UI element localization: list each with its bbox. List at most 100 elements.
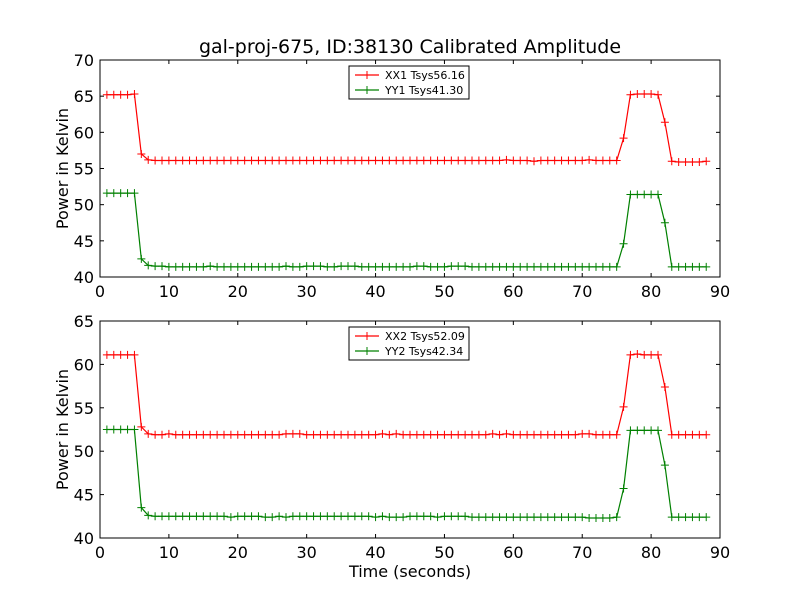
data-point-marker: [357, 512, 366, 521]
data-point-marker: [171, 156, 180, 165]
data-point-marker: [330, 156, 339, 165]
data-point-marker: [302, 512, 311, 521]
data-point-marker: [288, 512, 297, 521]
data-point-marker: [536, 513, 545, 522]
data-point-marker: [502, 262, 511, 271]
data-point-marker: [406, 156, 414, 165]
data-point-marker: [419, 512, 428, 521]
data-point-marker: [536, 156, 545, 165]
data-point-marker: [688, 262, 697, 271]
data-point-marker: [233, 262, 242, 271]
data-point-marker: [592, 156, 600, 165]
data-point-marker: [282, 262, 290, 271]
data-point-marker: [468, 513, 476, 522]
x-tick-label: 20: [228, 282, 248, 301]
data-point-marker: [137, 150, 146, 159]
x-tick-label: 50: [434, 282, 454, 301]
data-point-marker: [192, 262, 201, 271]
legend-marker: [363, 71, 371, 79]
data-point-marker: [667, 157, 676, 166]
data-point-marker: [440, 512, 449, 521]
y-axis-label: Power in Kelvin: [53, 369, 72, 490]
data-point-marker: [433, 430, 442, 439]
x-tick-label: 70: [572, 282, 592, 301]
data-point-marker: [226, 430, 235, 439]
data-point-marker: [571, 262, 580, 271]
data-point-marker: [323, 262, 332, 271]
data-point-marker: [233, 430, 242, 439]
data-point-marker: [564, 262, 573, 271]
data-point-marker: [206, 262, 215, 271]
data-point-marker: [247, 156, 256, 165]
data-point-marker: [530, 513, 538, 522]
data-point-marker: [419, 430, 428, 439]
data-point-marker: [144, 511, 153, 520]
data-point-marker: [275, 156, 284, 165]
legend-marker: [363, 332, 371, 340]
data-point-marker: [543, 430, 552, 439]
data-point-marker: [550, 262, 559, 271]
data-point-marker: [268, 430, 277, 439]
data-point-marker: [123, 425, 132, 434]
data-point-marker: [268, 156, 277, 165]
data-point-marker: [309, 262, 318, 271]
data-point-marker: [509, 156, 518, 165]
data-point-marker: [295, 512, 304, 521]
data-point-marker: [330, 512, 339, 521]
data-point-marker: [481, 430, 490, 439]
data-point-marker: [674, 262, 683, 271]
data-point-marker: [213, 512, 222, 521]
data-point-marker: [447, 156, 456, 165]
data-point-marker: [385, 513, 394, 522]
data-point-marker: [640, 89, 649, 98]
data-point-marker: [109, 189, 118, 198]
data-point-marker: [295, 156, 304, 165]
data-point-marker: [523, 513, 532, 522]
data-point-marker: [302, 156, 311, 165]
y-tick-label: 60: [74, 355, 94, 374]
data-point-marker: [654, 90, 662, 99]
x-tick-label: 80: [641, 543, 661, 562]
data-point-marker: [564, 156, 573, 165]
data-point-marker: [392, 156, 401, 165]
data-point-marker: [702, 430, 711, 439]
data-point-marker: [536, 430, 545, 439]
data-point-marker: [681, 513, 690, 522]
data-point-marker: [619, 484, 628, 493]
x-tick-label: 70: [572, 543, 592, 562]
data-point-marker: [316, 430, 325, 439]
data-point-marker: [571, 430, 580, 439]
x-tick-label: 30: [296, 543, 316, 562]
data-point-marker: [660, 218, 669, 227]
data-point-marker: [571, 513, 580, 522]
legend-marker: [363, 86, 371, 94]
data-point-marker: [316, 512, 325, 521]
data-point-marker: [619, 402, 628, 411]
data-point-marker: [495, 513, 504, 522]
data-point-marker: [240, 430, 249, 439]
data-point-marker: [619, 239, 628, 248]
data-point-marker: [199, 512, 208, 521]
data-point-marker: [137, 422, 146, 431]
data-point-marker: [151, 262, 160, 271]
data-point-marker: [109, 425, 118, 434]
legend-marker: [363, 347, 371, 355]
data-point-marker: [164, 262, 173, 271]
data-point-marker: [502, 513, 511, 522]
data-point-marker: [550, 513, 559, 522]
data-point-marker: [399, 513, 408, 522]
data-point-marker: [454, 512, 463, 521]
data-point-marker: [385, 262, 394, 271]
data-point-marker: [619, 134, 628, 143]
data-point-marker: [495, 430, 504, 439]
data-point-marker: [137, 503, 146, 512]
data-point-marker: [702, 157, 711, 166]
data-point-marker: [350, 262, 359, 271]
data-point-marker: [102, 90, 111, 99]
data-point-marker: [357, 262, 366, 271]
data-point-marker: [474, 262, 483, 271]
data-point-marker: [158, 156, 166, 165]
data-point-marker: [151, 156, 160, 165]
data-point-marker: [523, 262, 532, 271]
data-point-marker: [557, 430, 566, 439]
